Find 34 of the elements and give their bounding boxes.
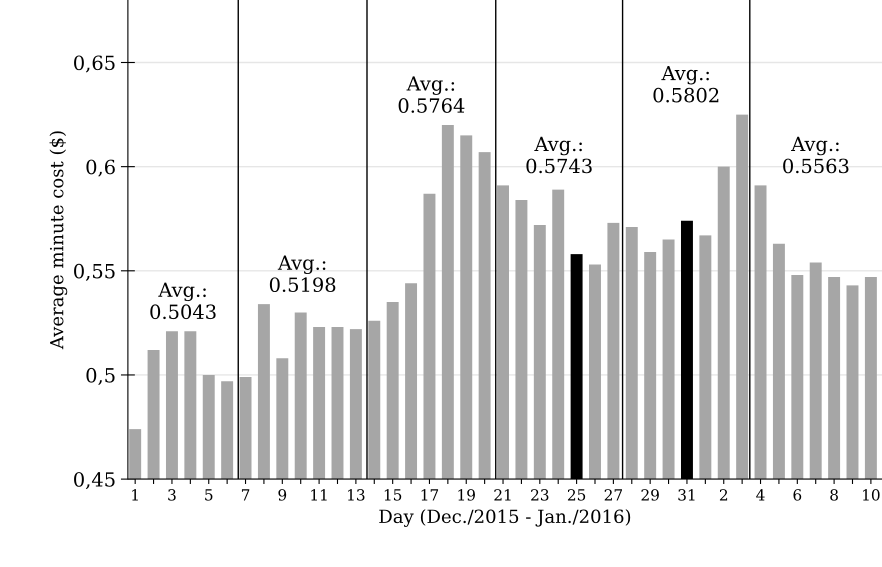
x-tick-label: 17 xyxy=(422,489,438,500)
x-tick-label: 6 xyxy=(793,489,802,501)
annotation: Avg.: 0.5198 xyxy=(270,256,336,292)
x-tick-label: 1 xyxy=(132,489,138,500)
x-tick-label: 3 xyxy=(168,489,176,501)
annotation: Avg.: 0.5743 xyxy=(526,136,592,174)
y-tick-label: 0,65 xyxy=(74,55,115,73)
x-tick-label: 27 xyxy=(604,489,622,500)
annotation: Avg.: 0.5563 xyxy=(783,136,848,174)
x-tick-label: 29 xyxy=(641,489,659,501)
x-axis-title: Day (Dec./2015 - Jan./2016) xyxy=(379,509,630,527)
y-axis-title: Average minute cost ($) xyxy=(50,131,68,350)
annotation: Avg.: 0.5043 xyxy=(150,282,216,320)
annotation: Avg.: 0.5764 xyxy=(398,76,464,113)
x-tick-label: 31 xyxy=(678,489,695,501)
y-tick-label: 0,5 xyxy=(86,368,115,385)
x-tick-label: 10 xyxy=(863,489,880,501)
x-tick-label: 4 xyxy=(756,489,765,500)
x-tick-label: 5 xyxy=(205,489,212,501)
x-tick-label: 7 xyxy=(242,489,250,500)
x-tick-label: 25 xyxy=(568,489,586,501)
x-tick-label: 13 xyxy=(348,489,364,501)
y-tick-label: 0,55 xyxy=(74,264,115,281)
x-tick-label: 2 xyxy=(720,489,728,500)
x-tick-label: 21 xyxy=(494,489,511,500)
y-tick-label: 0,6 xyxy=(86,160,115,177)
x-tick-label: 15 xyxy=(384,489,402,501)
x-tick-label: 19 xyxy=(458,489,475,501)
y-tick-label: 0,45 xyxy=(74,472,115,490)
annotation: Avg.: 0.5802 xyxy=(653,66,718,102)
x-tick-label: 23 xyxy=(531,489,548,501)
x-tick-label: 9 xyxy=(278,489,286,501)
x-tick-label: 11 xyxy=(311,489,327,500)
x-tick-label: 8 xyxy=(830,489,838,501)
